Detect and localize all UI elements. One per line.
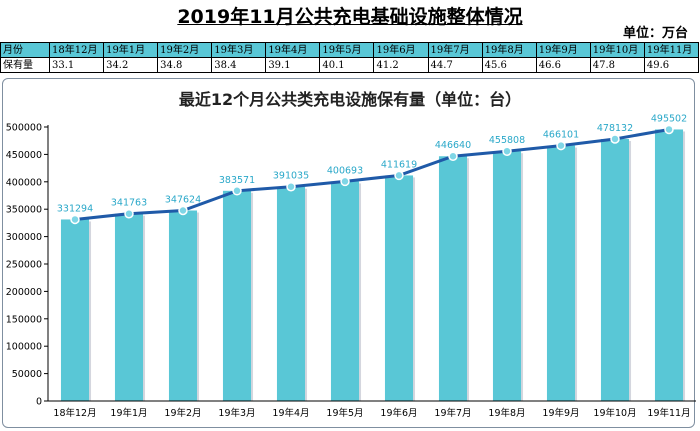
x-tick-label: 19年1月 xyxy=(110,407,147,419)
x-tick-label: 18年12月 xyxy=(53,407,96,419)
data-point xyxy=(556,140,566,151)
data-label: 495502 xyxy=(651,113,687,124)
value-cell: 39.1 xyxy=(265,57,321,73)
bar xyxy=(384,175,414,401)
bar xyxy=(654,129,684,401)
data-label: 383571 xyxy=(219,175,255,186)
summary-value-row: 保有量 33.1 34.2 34.8 38.4 39.1 40.1 41.2 4… xyxy=(0,57,700,73)
value-cell: 49.6 xyxy=(643,57,700,73)
data-point xyxy=(448,151,458,161)
data-label: 347624 xyxy=(165,195,201,206)
x-tick-label: 19年3月 xyxy=(218,407,255,419)
bar xyxy=(60,219,90,401)
series-line xyxy=(74,127,670,221)
data-point xyxy=(124,208,134,219)
y-tick-label: 350000 xyxy=(6,205,42,216)
data-point xyxy=(340,176,350,187)
summary-month-row: 月份 18年12月 19年1月 19年2月 19年3月 19年4月 19年5月 … xyxy=(0,42,700,58)
chart-title: 最近12个月公共类充电设施保有量（单位：台） xyxy=(178,90,522,109)
y-tick-label: 150000 xyxy=(6,314,42,325)
data-point xyxy=(178,205,188,216)
data-point xyxy=(502,146,512,156)
data-point xyxy=(286,181,296,192)
x-tick-label: 19年9月 xyxy=(542,407,579,419)
x-tick-label: 19年4月 xyxy=(272,407,309,419)
x-tick-label: 19年10月 xyxy=(593,407,636,419)
x-tick-label: 19年6月 xyxy=(380,407,417,419)
y-tick-label: 400000 xyxy=(6,177,42,188)
x-tick-label: 19年11月 xyxy=(647,407,690,419)
y-tick-label: 50000 xyxy=(12,369,42,380)
bar xyxy=(438,156,468,401)
value-cell: 38.4 xyxy=(211,57,267,73)
data-label: 446640 xyxy=(435,140,471,151)
month-cell: 19年11月 xyxy=(643,42,700,58)
data-label: 331294 xyxy=(57,203,93,214)
month-cell: 19年1月 xyxy=(103,42,159,58)
month-cell: 19年10月 xyxy=(589,42,645,58)
data-label: 478132 xyxy=(597,123,633,134)
month-cell: 19年5月 xyxy=(319,42,375,58)
page-title-text: 2019年11月公共充电基础设施整体情况 xyxy=(177,6,523,28)
data-label: 400693 xyxy=(327,165,363,176)
data-label: 411619 xyxy=(381,159,417,170)
data-label: 341763 xyxy=(111,198,147,209)
data-label: 466101 xyxy=(543,130,579,141)
data-point xyxy=(610,134,620,144)
x-tick-label: 19年8月 xyxy=(488,407,525,419)
bar xyxy=(114,213,144,401)
bar xyxy=(276,186,306,401)
data-label: 391035 xyxy=(273,171,309,182)
y-tick-label: 100000 xyxy=(6,342,42,353)
month-row-header: 月份 xyxy=(0,42,50,58)
month-cell: 18年12月 xyxy=(48,42,105,58)
data-point xyxy=(394,170,404,181)
x-tick-label: 19年5月 xyxy=(326,407,363,419)
value-cell: 47.8 xyxy=(589,57,645,73)
bar xyxy=(492,151,522,401)
data-point xyxy=(664,124,674,135)
summary-table: 月份 18年12月 19年1月 19年2月 19年3月 19年4月 19年5月 … xyxy=(0,42,700,73)
y-tick-label: 200000 xyxy=(6,287,42,298)
value-cell: 34.8 xyxy=(157,57,213,73)
bar xyxy=(546,145,576,401)
y-tick-label: 0 xyxy=(36,397,42,408)
bar xyxy=(222,190,252,401)
y-tick-label: 300000 xyxy=(6,232,42,243)
y-tick-label: 250000 xyxy=(6,260,42,271)
month-cell: 19年9月 xyxy=(535,42,591,58)
month-cell: 19年3月 xyxy=(211,42,267,58)
x-tick-label: 19年2月 xyxy=(164,407,201,419)
month-cell: 19年2月 xyxy=(157,42,213,58)
bar xyxy=(600,138,630,402)
y-tick-label: 450000 xyxy=(6,150,42,161)
page-title: 2019年11月公共充电基础设施整体情况 xyxy=(0,4,700,30)
data-point xyxy=(70,214,80,225)
y-tick-label: 500000 xyxy=(6,123,42,134)
unit-label: 单位：万台 xyxy=(622,26,688,41)
x-tick-label: 19年7月 xyxy=(434,407,471,419)
data-point xyxy=(232,186,242,196)
bar xyxy=(330,181,360,401)
data-label: 455808 xyxy=(489,135,525,146)
bar xyxy=(168,210,198,401)
